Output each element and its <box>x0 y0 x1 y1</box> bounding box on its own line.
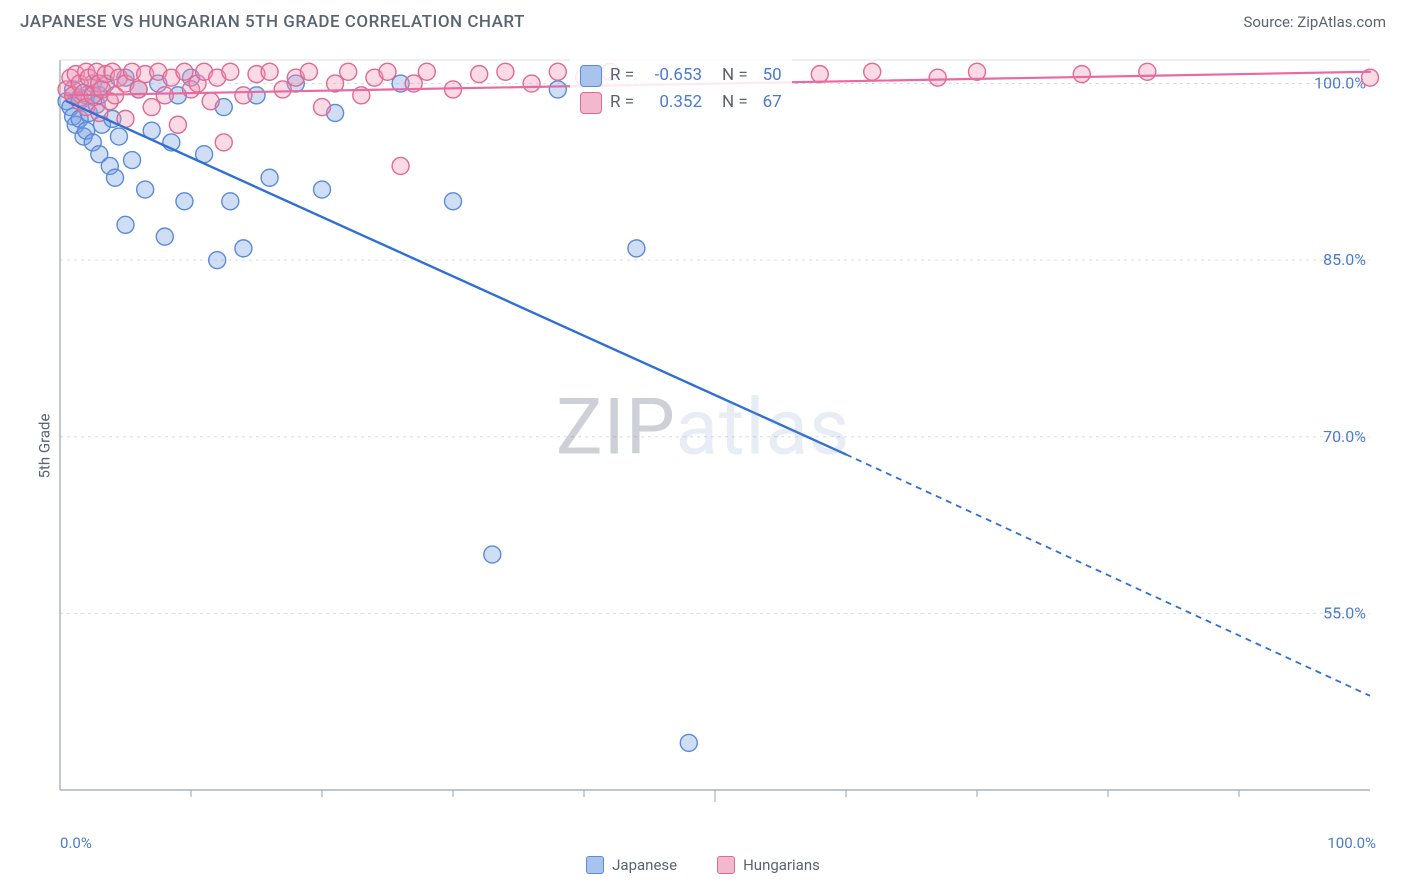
legend-swatch <box>717 856 735 874</box>
stats-n-value: 50 <box>756 62 782 89</box>
chart-title: JAPANESE VS HUNGARIAN 5TH GRADE CORRELAT… <box>20 12 525 32</box>
source-attribution: Source: ZipAtlas.com <box>1243 13 1386 31</box>
stats-r-value: -0.653 <box>642 62 702 89</box>
stats-r-value: 0.352 <box>642 89 702 116</box>
stats-row: R = 0.352 N = 67 <box>580 89 782 116</box>
legend-item: Japanese <box>586 856 677 874</box>
x-axis-max-label: 100.0% <box>1327 834 1376 852</box>
svg-text:100.0%: 100.0% <box>1314 74 1366 93</box>
correlation-stats-box: R = -0.653 N = 50 R = 0.352 N = 67 <box>570 56 792 122</box>
svg-text:55.0%: 55.0% <box>1323 603 1366 622</box>
legend-label: Japanese <box>612 856 677 874</box>
stats-n-value: 67 <box>756 89 782 116</box>
x-axis-min-label: 0.0% <box>60 834 92 852</box>
stats-r-label: R = <box>610 89 634 116</box>
stats-n-label: N = <box>722 62 748 89</box>
stats-row: R = -0.653 N = 50 <box>580 62 782 89</box>
stats-swatch <box>580 92 602 114</box>
svg-text:85.0%: 85.0% <box>1323 250 1366 269</box>
legend-item: Hungarians <box>717 856 820 874</box>
chart-area: 55.0% 70.0% 85.0% 100.0% <box>50 50 1386 832</box>
stats-swatch <box>580 65 602 87</box>
legend-swatch <box>586 856 604 874</box>
chart-svg: 55.0% 70.0% 85.0% 100.0% <box>50 50 1386 832</box>
legend: Japanese Hungarians <box>0 856 1406 874</box>
legend-label: Hungarians <box>743 856 820 874</box>
svg-text:70.0%: 70.0% <box>1323 427 1366 446</box>
stats-n-label: N = <box>722 89 748 116</box>
x-axis-labels: 0.0% 100.0% <box>60 834 1376 852</box>
stats-r-label: R = <box>610 62 634 89</box>
